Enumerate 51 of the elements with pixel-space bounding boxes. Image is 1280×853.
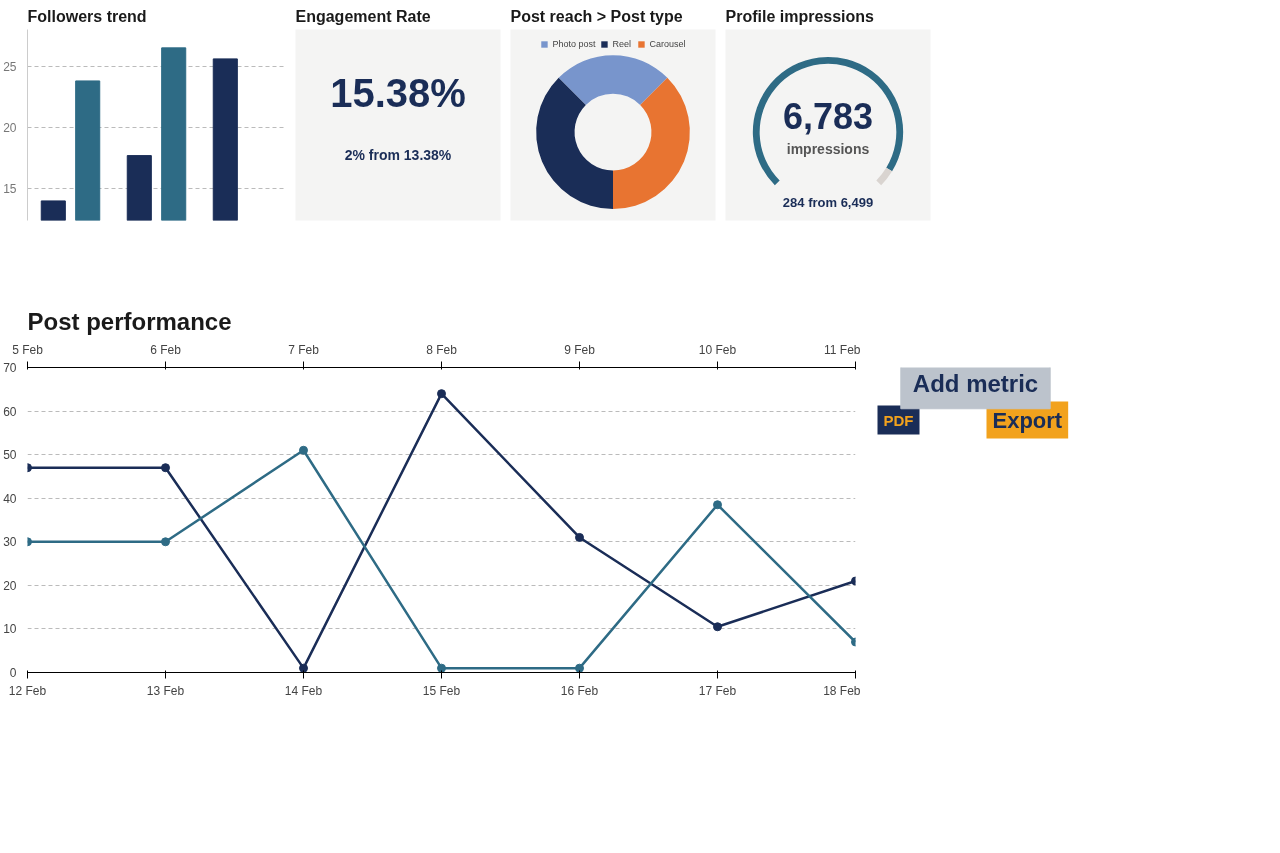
x2-tick-label: 9 Feb <box>564 342 596 357</box>
y-tick-label: 50 <box>3 448 17 463</box>
x-tick-label: 17 Feb <box>698 683 737 698</box>
point <box>299 663 308 673</box>
chart-title: Profile impressions <box>725 7 875 25</box>
x2-tick-label: 5 Feb <box>12 342 44 357</box>
y-tick-label: 20 <box>3 120 17 135</box>
y-tick-label: 30 <box>3 535 17 550</box>
point <box>713 622 722 632</box>
x-tick-label: 18 Feb <box>823 683 861 698</box>
x-tick-label: 13 Feb <box>146 683 185 698</box>
point <box>161 463 170 473</box>
chart-title: Followers trend <box>27 7 147 25</box>
legend-label: Reel <box>612 39 632 49</box>
point <box>437 663 446 673</box>
point <box>575 663 584 673</box>
legend-label: Carousel <box>649 39 686 49</box>
point <box>575 532 584 542</box>
y-tick-label: 70 <box>3 361 17 375</box>
text: Export <box>992 407 1063 433</box>
text: Add metric <box>912 369 1039 397</box>
x2-tick-label: 10 Feb <box>698 342 737 357</box>
y-tick-label: 60 <box>3 404 17 419</box>
text: 284 from 6,499 <box>782 194 874 210</box>
y-tick-label: 25 <box>3 59 17 74</box>
point <box>299 445 308 455</box>
chart-title: Post performance <box>27 307 232 335</box>
text: 2% from 13.38% <box>344 147 452 164</box>
point <box>713 500 722 510</box>
x-tick-label: 15 Feb <box>422 683 461 698</box>
y-tick-label: 15 <box>3 182 17 197</box>
text: 6,783 <box>782 95 874 137</box>
text: impressions <box>786 140 870 157</box>
x-tick-label: 16 Feb <box>560 683 599 698</box>
text: 15.38% <box>330 71 466 116</box>
x-tick-label: 12 Feb <box>8 683 47 698</box>
point <box>437 389 446 399</box>
legend-label: Photo post <box>552 39 596 49</box>
x2-tick-label: 11 Feb <box>824 342 861 357</box>
x-tick-label: 14 Feb <box>284 683 323 698</box>
y-tick-label: 20 <box>3 578 17 593</box>
chart-title: Post reach > Post type <box>510 7 683 25</box>
point <box>161 537 170 547</box>
y-tick-label: 10 <box>3 622 17 637</box>
y-tick-label: 40 <box>3 491 17 506</box>
text: PDF <box>883 411 914 429</box>
x2-tick-label: 8 Feb <box>426 342 458 357</box>
x2-tick-label: 7 Feb <box>288 342 320 357</box>
y-tick-label: 0 <box>9 666 17 680</box>
x2-tick-label: 6 Feb <box>150 342 182 357</box>
text: Engagement Rate <box>295 7 431 25</box>
